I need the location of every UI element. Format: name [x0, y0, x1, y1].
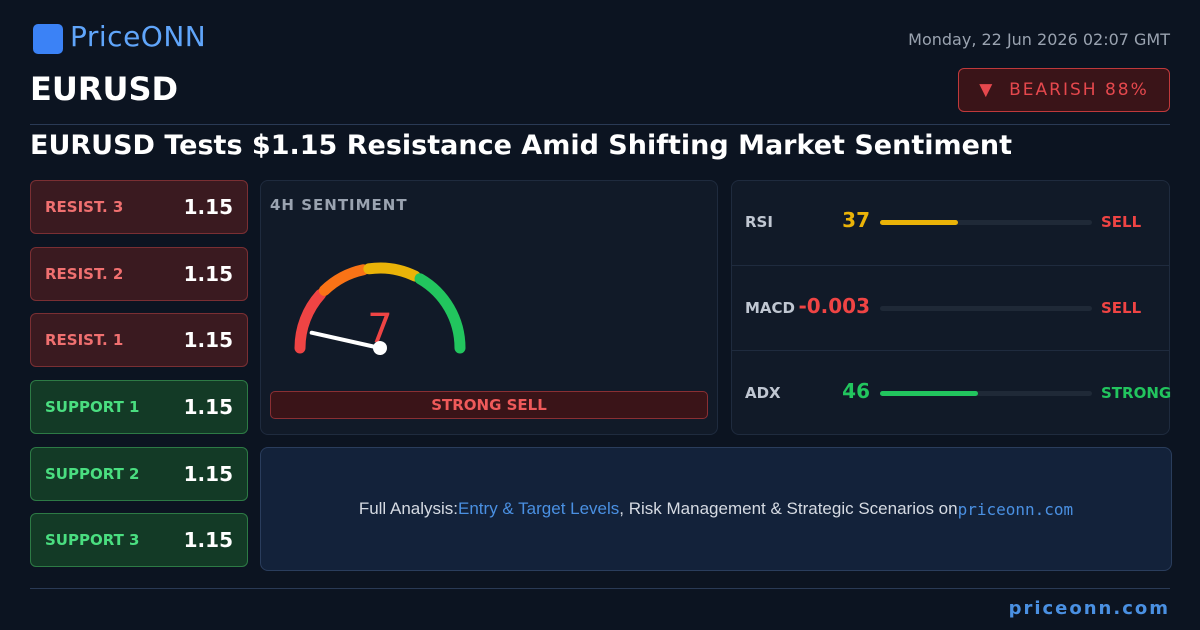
datetime: Monday, 22 Jun 2026 02:07 GMT	[908, 30, 1170, 49]
cta-lead: Full Analysis:	[358, 499, 459, 518]
level-card: RESIST. 3 1.15	[30, 180, 248, 234]
level-value: 1.15	[183, 528, 233, 552]
level-value: 1.15	[183, 395, 233, 419]
gauge-arc	[414, 273, 466, 354]
indicator-value: 37	[842, 208, 870, 232]
level-value: 1.15	[183, 462, 233, 486]
level-card: RESIST. 1 1.15	[30, 313, 248, 367]
gauge-needle	[309, 330, 382, 350]
verdict: STRONG SELL	[270, 391, 708, 419]
indicator-track	[880, 306, 1092, 311]
indicator-signal: SELL	[1101, 299, 1142, 317]
divider	[30, 588, 1170, 589]
level-value: 1.15	[183, 262, 233, 286]
indicator-value: -0.003	[798, 294, 870, 318]
indicator-bar	[880, 391, 978, 396]
level-label: RESIST. 3	[45, 198, 124, 216]
indicator-signal: SELL	[1101, 213, 1142, 231]
level-label: SUPPORT 1	[45, 398, 140, 416]
indicator-name: ADX	[745, 384, 781, 402]
bias-icon: ▼	[979, 80, 1010, 100]
bias: BEARISH 88%	[1009, 80, 1149, 100]
headline: EURUSD Tests $1.15 Resistance Amid Shift…	[30, 130, 1013, 161]
indicator-track	[880, 391, 1092, 396]
indicator-signal: STRONG	[1101, 384, 1172, 402]
indicator-name: MACD	[745, 299, 795, 317]
indicator-track	[880, 220, 1092, 225]
gauge-arc	[363, 262, 421, 282]
level-card: SUPPORT 2 1.15	[30, 447, 248, 501]
gauge-arc	[318, 264, 369, 296]
cta-link[interactable]: Entry & Target Levels	[458, 499, 620, 518]
level-card: RESIST. 2 1.15	[30, 247, 248, 301]
cta-middle: , Risk Management & Strategic Scenarios …	[619, 499, 958, 518]
brand: PriceONN	[70, 20, 207, 53]
indicator-row: ADX 46 STRONG	[731, 350, 1172, 436]
cta-panel: Full Analysis: Entry & Target Levels, Ri…	[260, 447, 1172, 571]
footer-site[interactable]: priceonn.com	[1008, 598, 1170, 619]
sentiment-title: 4H SENTIMENT	[270, 196, 408, 214]
level-card: SUPPORT 1 1.15	[30, 380, 248, 434]
level-label: RESIST. 1	[45, 331, 124, 349]
gauge-arc	[294, 288, 327, 354]
level-label: SUPPORT 2	[45, 465, 140, 483]
symbol: EURUSD	[30, 70, 179, 108]
bias-badge: ▼ BEARISH 88%	[958, 68, 1170, 112]
gauge: 7	[294, 262, 466, 355]
indicator-row: MACD -0.003 SELL	[731, 265, 1170, 351]
gauge-hub	[373, 341, 387, 355]
logo-icon	[33, 24, 63, 54]
level-card: SUPPORT 3 1.15	[30, 513, 248, 567]
indicator-row: RSI 37 SELL	[731, 180, 1170, 265]
level-value: 1.15	[183, 195, 233, 219]
indicator-name: RSI	[745, 213, 773, 231]
level-value: 1.15	[183, 328, 233, 352]
cta-site[interactable]: priceonn.com	[957, 499, 1074, 519]
level-label: SUPPORT 3	[45, 531, 140, 549]
level-label: RESIST. 2	[45, 265, 124, 283]
divider	[30, 124, 1170, 125]
indicator-bar	[880, 220, 959, 225]
indicator-value: 46	[842, 379, 870, 403]
